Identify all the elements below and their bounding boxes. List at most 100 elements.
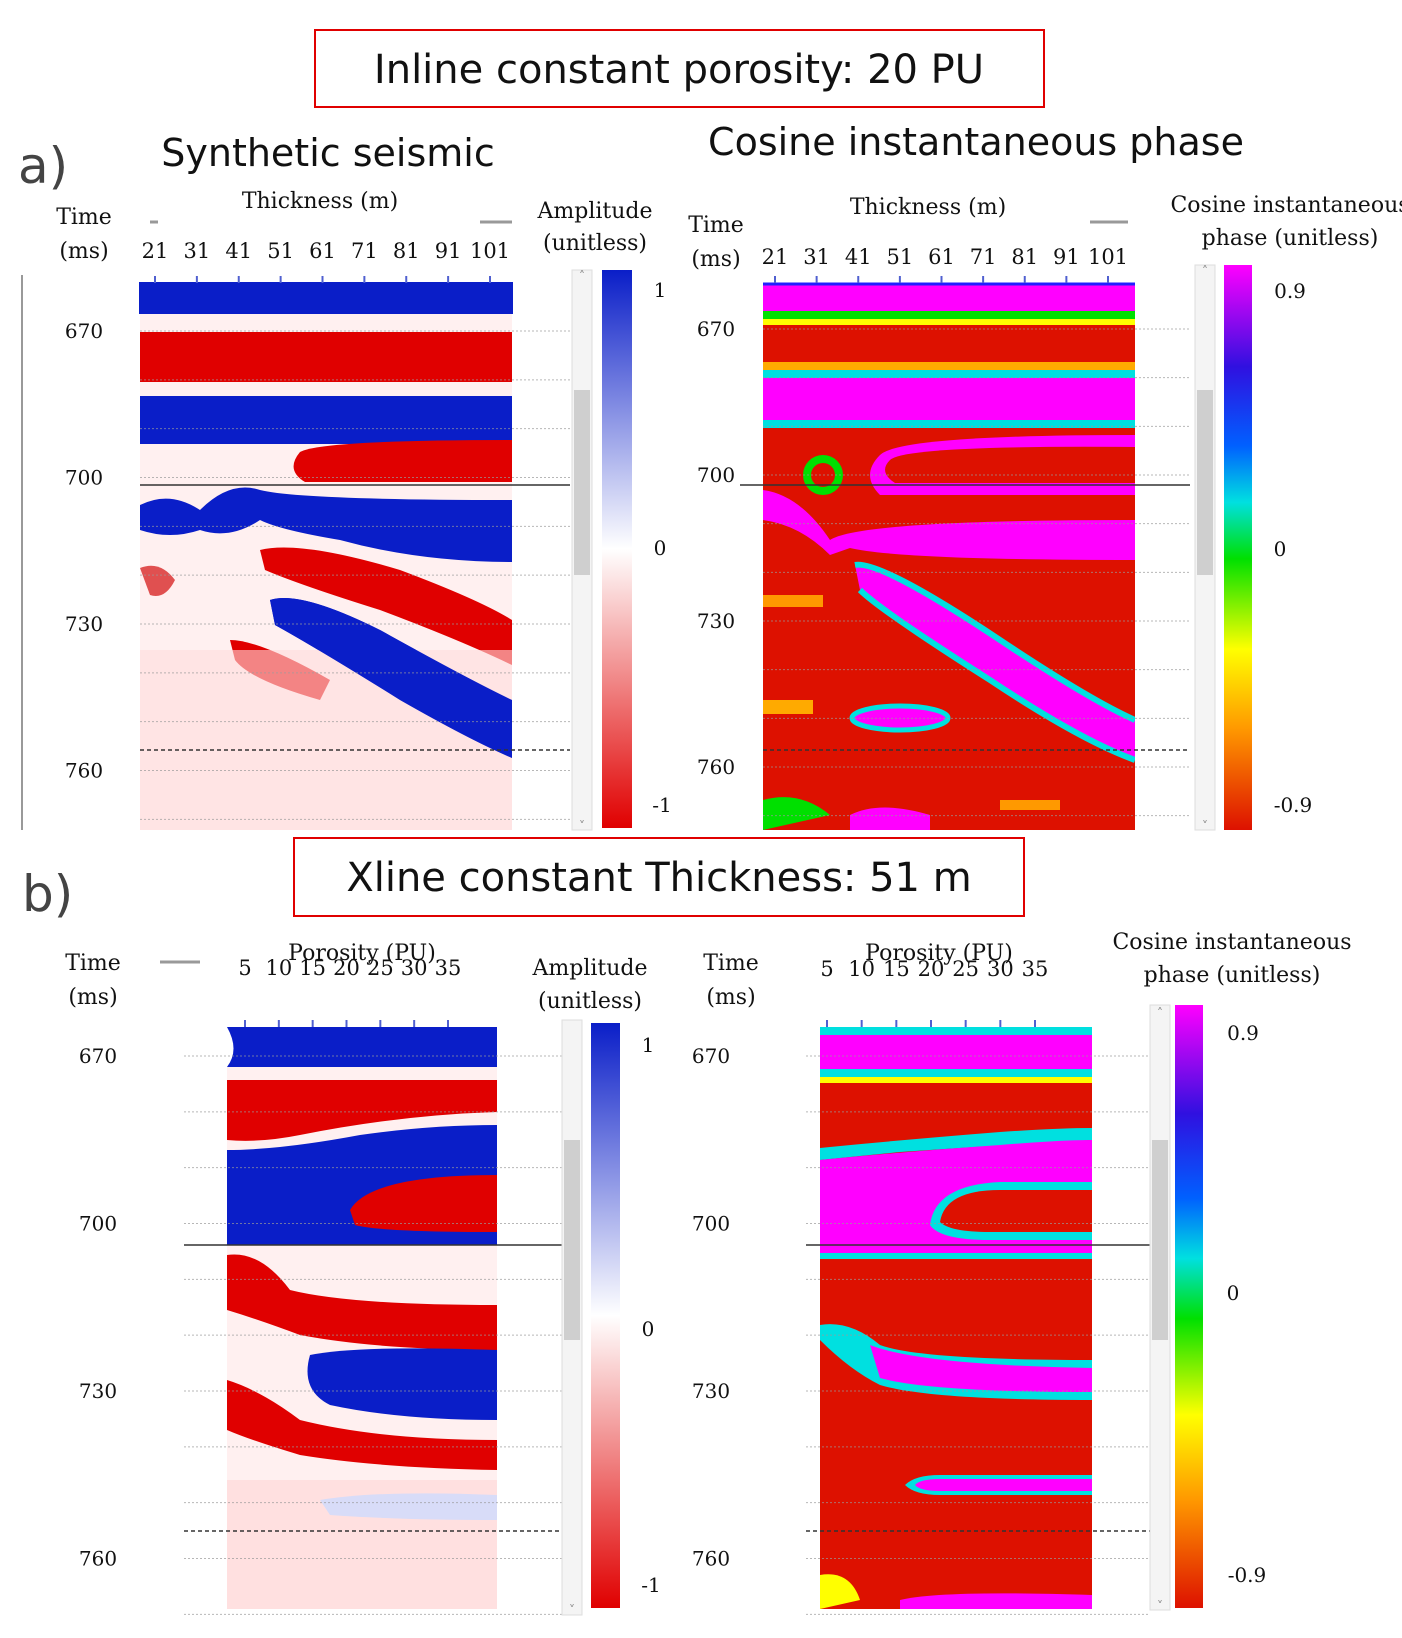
b-phase-scroll-up-icon[interactable]: ˄ [1157,1006,1163,1020]
a-phase-ytick-label: 700 [697,463,735,487]
b-seismic-xtick-label: 25 [367,956,394,980]
a-seismic-xtick-label: 91 [435,239,462,263]
b-phase-xtick-label: 30 [987,957,1014,981]
a-phase-scroll-down-icon[interactable]: ˅ [1202,819,1208,833]
a-seismic-xlabel: Thickness (m) [242,189,398,214]
a-seismic-ytick-label: 670 [65,319,103,343]
a-phase-scroll-up-icon[interactable]: ˄ [1202,264,1208,278]
a-seismic-xtick-label: 101 [470,239,510,263]
a-phase-yticks: 670 700 730 760 [697,317,1190,817]
a-phase-xtick-label: 41 [845,245,872,269]
a-seismic-xtick-label: 61 [309,239,336,263]
b-phase-xtick-label: 35 [1022,957,1049,981]
a-phase-xtick-label: 81 [1011,245,1038,269]
b-phase-xtick-label: 25 [952,957,979,981]
a-phase-time-label: Time [688,213,744,238]
b-seismic-xtick-label: 10 [265,956,292,980]
b-phase-ytick-label: 760 [692,1547,730,1571]
a-phase-time-unit: (ms) [691,247,740,272]
b-phase-scroll-down-icon[interactable]: ˅ [1157,1599,1163,1613]
panel-a-left-title: Synthetic seismic [161,131,494,175]
b-seismic-cbar-tick-0: 0 [642,1317,655,1341]
b-seismic-time-label: Time [65,951,121,976]
b-phase-image [820,1027,1092,1609]
panel-b: Xline constant Thickness: 51 m b) Time (… [22,837,1352,1617]
a-seismic-scroll-up-icon[interactable]: ˄ [579,269,585,283]
b-seismic-scroll-down-icon[interactable]: ˅ [569,1603,575,1617]
a-phase-xtick-label: 61 [928,245,955,269]
a-seismic-scrollbar-thumb[interactable] [574,390,590,575]
a-phase-xtick-label: 101 [1088,245,1128,269]
a-phase-xticks: 21 31 41 51 61 71 81 91 101 [762,245,1128,283]
b-seismic-cbar-tick-1: 1 [642,1033,655,1057]
a-phase-colorbar [1224,265,1252,830]
b-phase-xlabel: Porosity (PU) [865,941,1013,966]
a-seismic-cbar-tick-0: 0 [654,536,667,560]
panel-a: Inline constant porosity: 20 PU a) Synth… [18,29,1402,833]
a-seismic-xtick-label: 51 [267,239,294,263]
a-seismic-xtick-label: 21 [142,239,169,263]
banner-a-box [314,29,1045,108]
b-seismic-xtick-label: 20 [333,956,360,980]
a-phase-image [763,283,1135,830]
a-seismic-time-unit: (ms) [59,239,108,264]
b-phase-cbar-label-1: Cosine instantaneous [1112,930,1351,955]
a-phase-scrollbar-thumb[interactable] [1197,390,1213,575]
a-phase-xtick-label: 51 [887,245,914,269]
panel-a-letter: a) [18,137,68,195]
a-seismic-frame [139,282,513,314]
a-phase-cbar-tick-0: 0 [1274,537,1287,561]
b-seismic-scrollbar-thumb[interactable] [564,1140,580,1340]
a-seismic-xtick-label: 81 [393,239,420,263]
a-seismic-ytick-label: 760 [65,759,103,783]
b-phase-xtick-label: 20 [918,957,945,981]
a-phase-xtick-label: 91 [1053,245,1080,269]
b-seismic-xtick-label: 35 [435,956,462,980]
a-phase-xlabel: Thickness (m) [850,195,1006,220]
b-phase-cbar-tick-0: 0 [1227,1281,1240,1305]
a-seismic-plot: Time (ms) Thickness (m) [56,189,672,833]
a-seismic-cbar-label-1: Amplitude [536,199,652,224]
b-seismic-ytick-label: 730 [79,1379,117,1403]
a-seismic-ytick-label: 700 [65,466,103,490]
a-phase-ytick-label: 730 [697,609,735,633]
a-seismic-colorbar [602,270,632,828]
b-seismic-xticks: 5 10 15 20 25 30 35 [238,956,461,1027]
a-seismic-time-label: Time [56,205,112,230]
a-phase-cbar-tick-09: 0.9 [1274,279,1306,303]
b-phase-cbar-tick-m09: -0.9 [1228,1563,1267,1587]
b-seismic-colorbar [591,1023,620,1608]
b-phase-cbar-tick-09: 0.9 [1227,1021,1259,1045]
b-phase-ytick-label: 670 [692,1044,730,1068]
a-seismic-scroll-down-icon[interactable]: ˅ [579,819,585,833]
b-phase-xtick-label: 5 [820,957,833,981]
b-phase-yticks: 670 700 730 760 [692,1044,1150,1615]
b-phase-ytick-label: 730 [692,1379,730,1403]
b-phase-xtick-label: 10 [848,957,875,981]
b-phase-xtick-label: 15 [883,957,910,981]
b-seismic-ytick-label: 700 [79,1212,117,1236]
b-seismic-yticks: 670 700 730 760 [79,1044,565,1615]
a-seismic-xtick-label: 41 [225,239,252,263]
a-seismic-xtick-label: 71 [351,239,378,263]
b-seismic-xtick-label: 5 [238,956,251,980]
a-seismic-xticks: 21 31 41 51 61 71 81 91 101 [142,239,510,283]
b-phase-colorbar [1175,1005,1203,1608]
a-phase-ytick-label: 760 [697,755,735,779]
b-seismic-plot: Time (ms) Porosity (PU) 5 10 15 20 25 30 [65,941,661,1617]
b-seismic-xtick-label: 15 [299,956,326,980]
b-seismic-ytick-label: 670 [79,1044,117,1068]
a-seismic-cbar-tick-m1: -1 [652,793,671,817]
b-phase-time-unit: (ms) [706,985,755,1010]
a-phase-cbar-tick-m09: -0.9 [1274,793,1313,817]
b-seismic-cbar-label-1: Amplitude [531,956,647,981]
a-seismic-xtick-label: 31 [184,239,211,263]
banner-b: Xline constant Thickness: 51 m [346,855,971,901]
a-seismic-image [140,283,512,830]
a-phase-xtick-label: 71 [970,245,997,269]
b-phase-scrollbar-thumb[interactable] [1152,1140,1168,1340]
b-seismic-cbar-label-2: (unitless) [538,989,642,1014]
b-seismic-xlabel: Porosity (PU) [288,941,436,966]
a-phase-ytick-label: 670 [697,317,735,341]
